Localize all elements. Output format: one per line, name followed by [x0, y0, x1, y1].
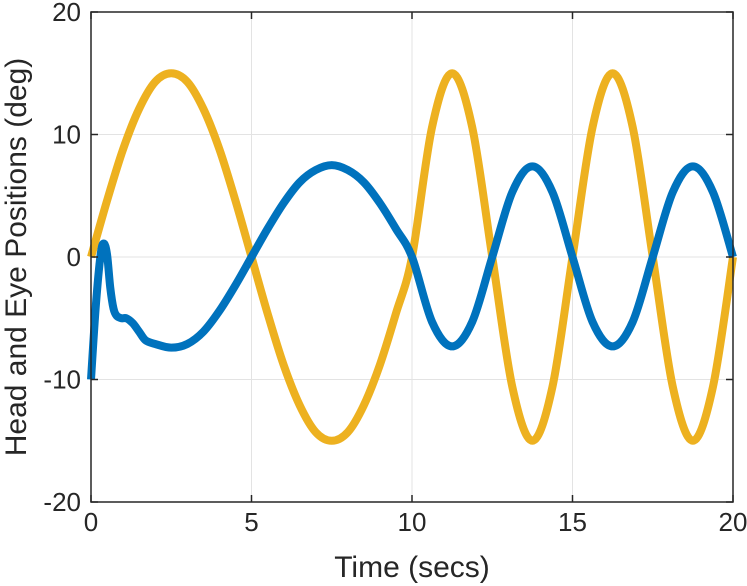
y-tick-label: -20: [43, 487, 81, 517]
y-tick-labels: -20 -10 0 10 20: [43, 0, 81, 517]
x-tick-label: 20: [719, 507, 747, 537]
x-tick-label: 10: [398, 507, 427, 537]
x-tick-label: 15: [558, 507, 587, 537]
y-tick-label: -10: [43, 365, 81, 395]
x-axis-label: Time (secs): [334, 551, 490, 584]
series-line-1: [87, 69, 737, 445]
y-tick-label: 10: [52, 120, 81, 150]
x-tick-labels: 0 5 10 15 20: [84, 507, 747, 537]
ticks: [90, 11, 734, 503]
series-group: [87, 69, 737, 445]
y-axis-label: Head and Eye Positions (deg): [0, 58, 33, 457]
x-tick-label: 5: [244, 507, 258, 537]
y-tick-label: 20: [52, 0, 81, 27]
series-line-2: [87, 161, 737, 380]
y-tick-label: 0: [67, 242, 81, 272]
x-tick-label: 0: [84, 507, 98, 537]
